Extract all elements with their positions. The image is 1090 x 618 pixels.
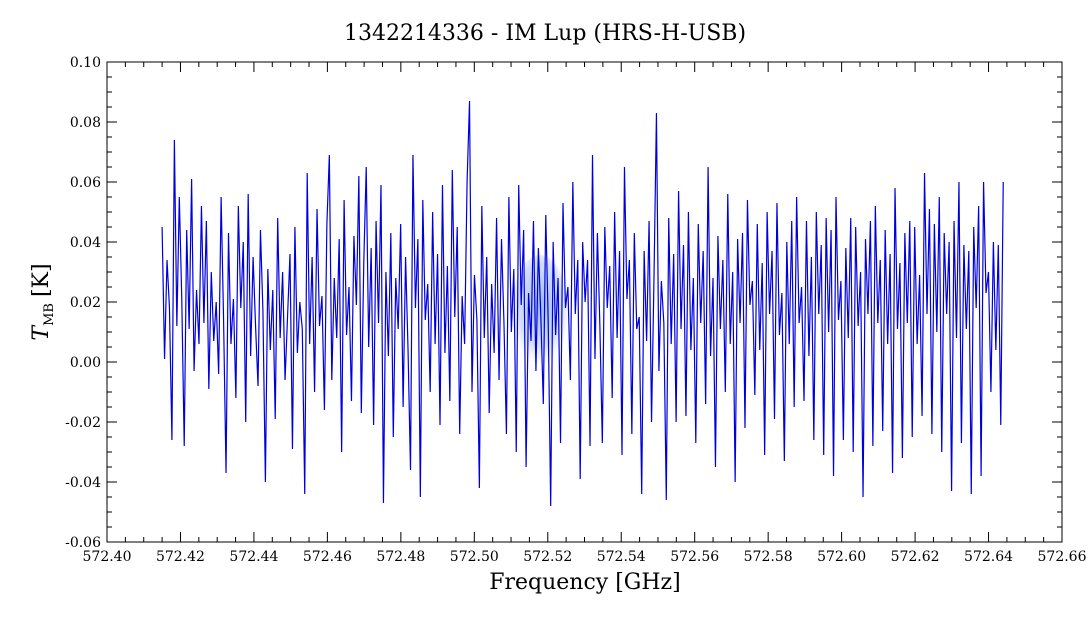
chart-title: 1342214336 - IM Lup (HRS-H-USB) xyxy=(344,21,746,46)
y-tick-label: 0.08 xyxy=(70,115,101,131)
x-tick-label: 572.44 xyxy=(229,549,278,565)
y-axis-label-subscript: MB xyxy=(42,303,57,326)
y-tick-label: -0.04 xyxy=(65,475,101,491)
x-tick-label: 572.60 xyxy=(817,549,866,565)
plot-area xyxy=(161,100,1004,507)
y-tick-label: 0.04 xyxy=(70,235,101,251)
x-tick-label: 572.50 xyxy=(450,549,499,565)
y-tick-label: 0.10 xyxy=(70,55,101,71)
x-axis-label: Frequency [GHz] xyxy=(489,570,681,595)
x-tick-label: 572.42 xyxy=(156,549,205,565)
x-tick-label: 572.54 xyxy=(597,549,646,565)
x-tick-label: 572.46 xyxy=(303,549,352,565)
y-tick-label: 0.06 xyxy=(70,175,101,191)
y-tick-label: -0.06 xyxy=(65,535,101,551)
x-tick-label: 572.56 xyxy=(670,549,719,565)
x-axis: 572.40 572.42 572.44 572.46 572.48 572.50 572.… xyxy=(83,62,1087,565)
y-tick-label: 0.02 xyxy=(70,295,101,311)
y-axis-label: TMB [K] xyxy=(29,263,57,340)
x-tick-label: 572.40 xyxy=(83,549,132,565)
series-line xyxy=(161,100,1004,507)
y-tick-label: -0.02 xyxy=(65,415,101,431)
x-tick-label: 572.66 xyxy=(1038,549,1087,565)
x-tick-label: 572.48 xyxy=(376,549,425,565)
y-axis: -0.06 -0.04 -0.02 0.00 0.02 0.04 0.06 0.08 0.10 xyxy=(65,55,1062,551)
y-axis-label-symbol: T xyxy=(29,324,54,341)
y-axis-label-unit: [K] xyxy=(29,263,54,297)
x-tick-label: 572.64 xyxy=(964,549,1013,565)
x-tick-label: 572.62 xyxy=(891,549,940,565)
x-tick-label: 572.52 xyxy=(523,549,572,565)
x-tick-label: 572.58 xyxy=(744,549,793,565)
y-tick-label: 0.00 xyxy=(70,355,101,371)
